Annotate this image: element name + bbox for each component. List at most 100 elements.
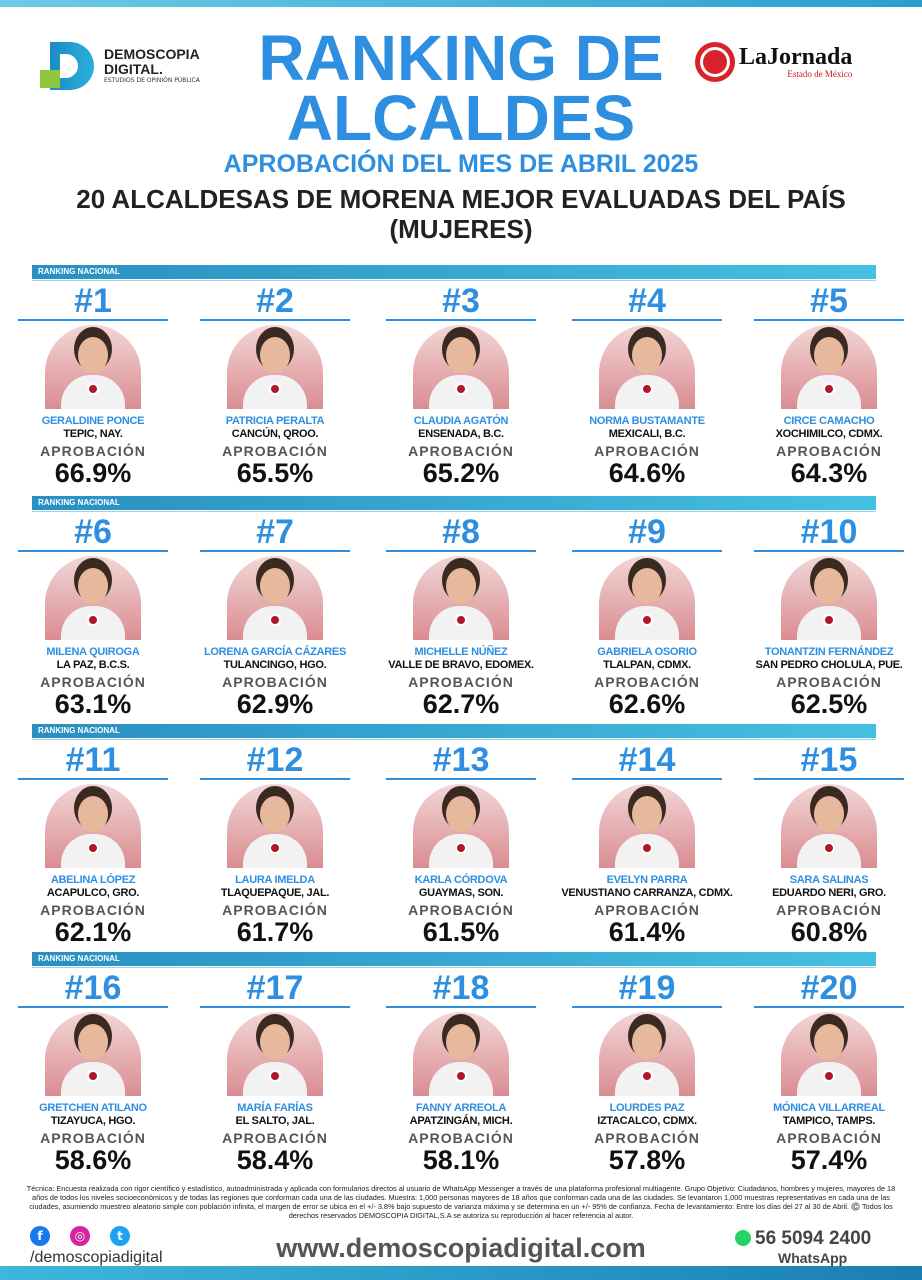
rank-number: #12	[200, 742, 350, 780]
mayor-city: TLALPAN, CDMX.	[603, 659, 691, 671]
portrait-photo	[599, 325, 695, 409]
bottom-bar	[0, 1266, 922, 1280]
mayor-name: EVELYN PARRA	[606, 874, 688, 886]
approval-value: 62.7%	[422, 689, 500, 719]
ranking-card: #7 LORENA GARCÍA CÁZARES TULANCINGO, HGO…	[182, 514, 368, 718]
approval-value: 62.5%	[790, 689, 868, 719]
ranking-card: #1 GERALDINE PONCE TEPIC, NAY. APROBACIÓ…	[0, 283, 186, 487]
instagram-icon[interactable]: ◎	[70, 1226, 90, 1246]
portrait-photo	[599, 784, 695, 868]
approval-label: APROBACIÓN	[40, 1130, 146, 1146]
ranking-band: RANKING NACIONAL	[32, 265, 876, 281]
rank-number: #6	[18, 514, 168, 552]
mayor-name: SARA SALINAS	[789, 874, 869, 886]
approval-value: 60.8%	[790, 917, 868, 947]
approval-label: APROBACIÓN	[594, 443, 700, 459]
mayor-city: APATZINGÁN, MICH.	[409, 1115, 513, 1127]
rank-number: #3	[386, 283, 536, 321]
approval-value: 66.9%	[54, 458, 132, 488]
rank-number: #7	[200, 514, 350, 552]
portrait-photo	[413, 325, 509, 409]
mayor-name: LAURA IMELDA	[235, 874, 315, 886]
approval-value: 61.7%	[236, 917, 314, 947]
approval-label: APROBACIÓN	[408, 902, 514, 918]
party-pin-icon	[269, 383, 281, 395]
portrait-photo	[227, 784, 323, 868]
social-links: f ◎ t	[30, 1226, 130, 1246]
mayor-city: VALLE DE BRAVO, EDOMEX.	[388, 659, 534, 671]
brand-tagline: ESTUDIOS DE OPINIÓN PÚBLICA	[104, 76, 200, 84]
mayor-name: NORMA BUSTAMANTE	[589, 415, 705, 427]
approval-label: APROBACIÓN	[222, 1130, 328, 1146]
rank-number: #2	[200, 283, 350, 321]
rank-number: #20	[754, 970, 904, 1008]
rank-number: #19	[572, 970, 722, 1008]
mayor-city: GUAYMAS, SON.	[418, 887, 504, 899]
portrait-photo	[781, 556, 877, 640]
ranking-card: #3 CLAUDIA AGATÓN ENSENADA, B.C. APROBAC…	[368, 283, 554, 487]
portrait-photo	[227, 325, 323, 409]
ranking-card: #11 ABELINA LÓPEZ ACAPULCO, GRO. APROBAC…	[0, 742, 186, 946]
phone-number: 56 5094 2400	[755, 1228, 872, 1249]
approval-value: 58.4%	[236, 1145, 314, 1175]
title-line-1: RANKING DE	[258, 22, 664, 94]
demoscopia-d-icon	[38, 40, 96, 92]
top-bar	[0, 0, 922, 7]
mayor-name: MÓNICA VILLARREAL	[773, 1102, 885, 1114]
mayor-name: FANNY ARREOLA	[415, 1102, 507, 1114]
approval-label: APROBACIÓN	[594, 902, 700, 918]
approval-value: 58.1%	[422, 1145, 500, 1175]
ranking-card: #14 EVELYN PARRA VENUSTIANO CARRANZA, CD…	[554, 742, 740, 946]
rank-number: #4	[572, 283, 722, 321]
rank-number: #8	[386, 514, 536, 552]
brand-name: DEMOSCOPIA	[104, 45, 200, 62]
party-pin-icon	[641, 383, 653, 395]
party-pin-icon	[823, 842, 835, 854]
whatsapp-icon	[735, 1230, 751, 1246]
ranking-card: #4 NORMA BUSTAMANTE MEXICALI, B.C. APROB…	[554, 283, 740, 487]
rank-number: #9	[572, 514, 722, 552]
approval-label: APROBACIÓN	[408, 1130, 514, 1146]
portrait-photo	[45, 1012, 141, 1096]
mayor-name: CLAUDIA AGATÓN	[413, 415, 509, 427]
rank-number: #13	[386, 742, 536, 780]
party-pin-icon	[455, 614, 467, 626]
approval-value: 61.4%	[608, 917, 686, 947]
approval-label: APROBACIÓN	[776, 902, 882, 918]
mayor-city: VENUSTIANO CARRANZA, CDMX.	[561, 887, 733, 899]
ranking-card: #2 PATRICIA PERALTA CANCÚN, QROO. APROBA…	[182, 283, 368, 487]
approval-value: 57.4%	[790, 1145, 868, 1175]
mayor-city: TAMPICO, TAMPS.	[782, 1115, 876, 1127]
rank-number: #16	[18, 970, 168, 1008]
approval-label: APROBACIÓN	[40, 902, 146, 918]
mayor-city: XOCHIMILCO, CDMX.	[775, 428, 883, 440]
subtitle-line-1: 20 ALCALDESAS DE MORENA MEJOR EVALUADAS …	[76, 184, 846, 214]
rank-number: #5	[754, 283, 904, 321]
approval-label: APROBACIÓN	[222, 674, 328, 690]
subtitle-line-2: (MUJERES)	[389, 214, 533, 244]
party-pin-icon	[641, 842, 653, 854]
ranking-band: RANKING NACIONAL	[32, 724, 876, 740]
approval-label: APROBACIÓN	[594, 1130, 700, 1146]
ranking-band: RANKING NACIONAL	[32, 952, 876, 968]
portrait-photo	[599, 1012, 695, 1096]
facebook-icon[interactable]: f	[30, 1226, 50, 1246]
approval-value: 63.1%	[54, 689, 132, 719]
mayor-name: KARLA CÓRDOVA	[414, 874, 508, 886]
party-pin-icon	[823, 1070, 835, 1082]
approval-value: 64.6%	[608, 458, 686, 488]
ranking-card: #18 FANNY ARREOLA APATZINGÁN, MICH. APRO…	[368, 970, 554, 1174]
party-pin-icon	[269, 1070, 281, 1082]
twitter-icon[interactable]: t	[110, 1226, 130, 1246]
approval-label: APROBACIÓN	[776, 443, 882, 459]
whatsapp-label: WhatsApp	[778, 1250, 848, 1266]
ranking-card: #13 KARLA CÓRDOVA GUAYMAS, SON. APROBACI…	[368, 742, 554, 946]
approval-label: APROBACIÓN	[222, 902, 328, 918]
mayor-name: PATRICIA PERALTA	[225, 415, 325, 427]
portrait-photo	[227, 556, 323, 640]
portrait-photo	[413, 1012, 509, 1096]
approval-label: APROBACIÓN	[594, 674, 700, 690]
approval-label: APROBACIÓN	[222, 443, 328, 459]
mayor-name: CIRCE CAMACHO	[783, 415, 875, 427]
website-link[interactable]: www.demoscopiadigital.com	[276, 1233, 646, 1263]
